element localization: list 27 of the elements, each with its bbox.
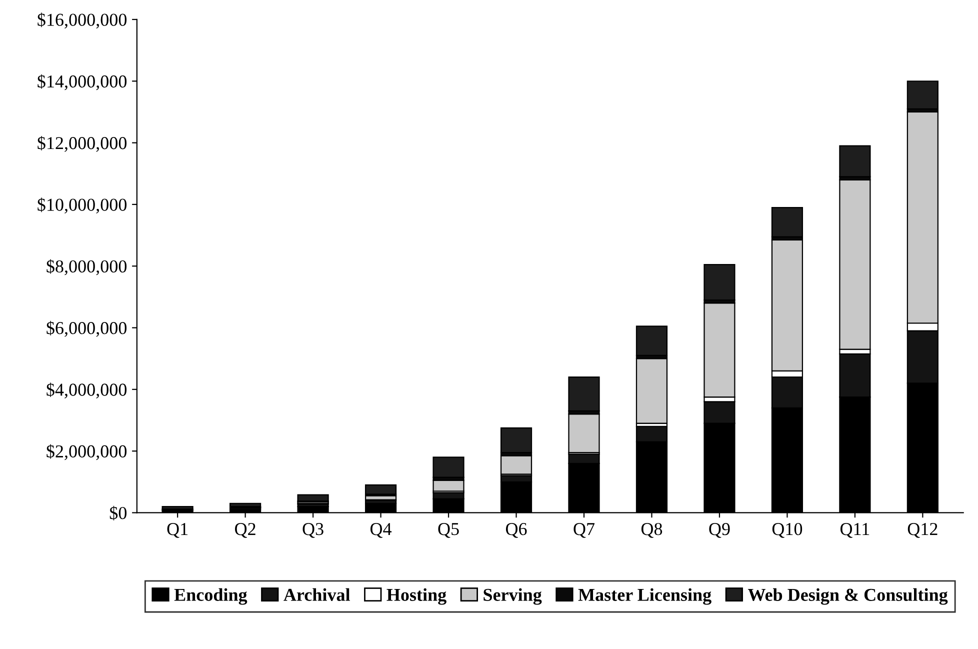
legend-label: Master Licensing: [578, 588, 712, 605]
x-tick-label: Q3: [302, 523, 324, 538]
x-tick-label: Q5: [438, 523, 459, 538]
y-tick-label: $14,000,000: [38, 74, 127, 90]
y-tick-label: $2,000,000: [46, 444, 127, 460]
y-tick-label: $4,000,000: [46, 382, 127, 398]
x-tick-label: Q1: [167, 523, 188, 538]
x-tick-label: Q2: [235, 523, 256, 538]
y-tick-label: $8,000,000: [46, 259, 127, 276]
legend-label: Hosting: [386, 588, 446, 605]
legend-label: Encoding: [174, 588, 248, 605]
legend-label: Archival: [284, 588, 350, 601]
legend-label: Serving: [484, 588, 542, 605]
x-tick-label: Q10: [772, 522, 802, 538]
x-tick-label: Q6: [506, 523, 527, 538]
y-tick-label: $10,000,000: [38, 198, 127, 214]
x-tick-label: Q4: [370, 523, 392, 538]
y-tick-label: $16,000,000: [38, 12, 127, 29]
x-tick-label: Q12: [908, 523, 938, 538]
y-tick-label: $12,000,000: [38, 136, 127, 152]
x-tick-label: Q8: [641, 522, 662, 538]
y-tick-label: $6,000,000: [46, 320, 127, 337]
legend-label: Web Design & Consulting: [748, 588, 948, 605]
x-tick-label: Q7: [574, 523, 595, 538]
y-tick-label: $0: [110, 506, 127, 520]
x-tick-label: Q11: [840, 523, 870, 538]
x-tick-label: Q9: [709, 523, 730, 538]
